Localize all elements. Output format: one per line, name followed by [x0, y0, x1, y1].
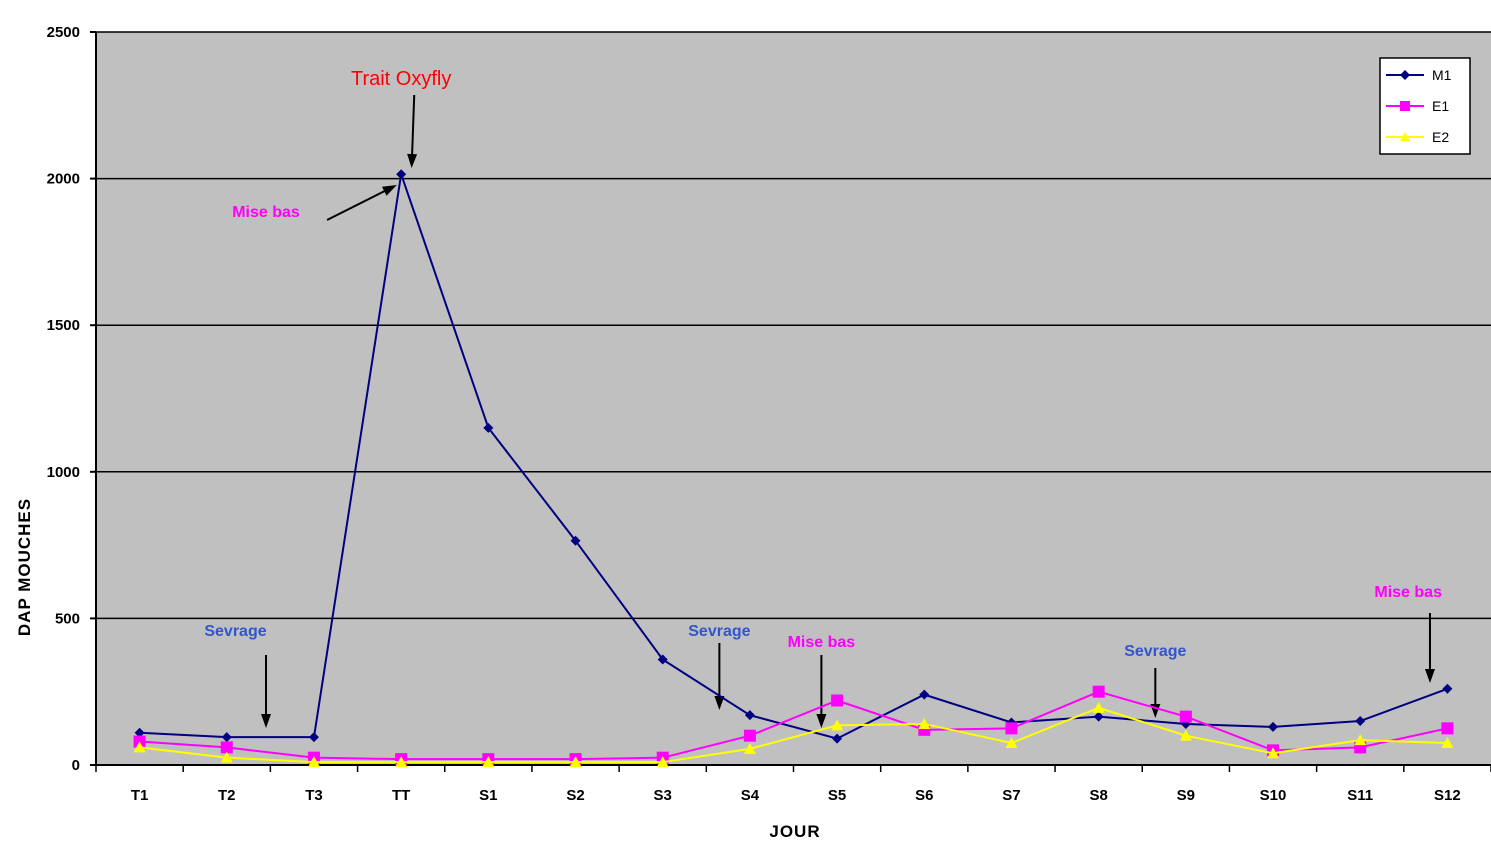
data-point: [220, 751, 233, 763]
data-point: [569, 756, 582, 768]
data-point: [831, 694, 844, 707]
x-tick-label: S4: [741, 787, 760, 804]
annotation-arrow-head: [714, 696, 725, 710]
annotation-label: Sevrage: [688, 623, 750, 640]
legend-marker: [1400, 101, 1410, 111]
annotation-label: Mise bas: [788, 634, 856, 651]
legend-item: E2: [1386, 129, 1449, 145]
x-tick-label: S12: [1434, 787, 1461, 804]
data-point: [570, 535, 581, 546]
annotation-label: Trait Oxyfly: [351, 68, 451, 90]
data-point: [308, 732, 319, 743]
x-tick-label: S11: [1347, 787, 1373, 804]
annotation-label: Sevrage: [204, 623, 266, 640]
data-point: [396, 169, 407, 180]
legend-label: E2: [1432, 129, 1449, 145]
data-point: [657, 654, 668, 665]
x-tick-label: T3: [305, 787, 323, 804]
x-tick-label: S8: [1089, 787, 1107, 804]
data-point: [395, 756, 408, 768]
y-tick-labels: 0 500 1000 1500 2000 2500: [47, 24, 80, 774]
series-line: [139, 690, 1448, 761]
data-point: [483, 422, 494, 433]
data-point: [743, 729, 756, 742]
legend-item: M1: [1386, 67, 1452, 83]
x-tick-label: TT: [392, 787, 410, 804]
data-point: [1092, 701, 1105, 713]
gridlines: [90, 31, 1491, 766]
x-tick-label: S1: [479, 787, 497, 804]
data-point: [1093, 711, 1104, 722]
x-tick-label: T2: [218, 787, 236, 804]
x-tick-label: S3: [654, 787, 672, 804]
x-axis-title: JOUR: [769, 822, 820, 841]
data-point: [307, 756, 320, 768]
legend-item: E1: [1386, 98, 1449, 114]
legend-label: E1: [1432, 98, 1449, 114]
data-point: [133, 741, 146, 753]
x-tick-label: S10: [1260, 787, 1287, 804]
data-point: [743, 742, 756, 754]
data-point: [832, 733, 843, 744]
data-point: [1355, 716, 1366, 727]
x-tick-label: S7: [1002, 787, 1020, 804]
annotations: Trait Oxyfly Mise bas Sevrage Sevrage Mise b…: [204, 68, 1442, 728]
x-tick-label: T1: [131, 787, 149, 804]
annotation-arrow: [326, 188, 389, 221]
data-point: [1441, 722, 1454, 735]
annotation-arrow-head: [816, 714, 827, 728]
data-point: [656, 756, 669, 768]
y-tick-label: 0: [72, 757, 80, 774]
annotation-label: Sevrage: [1124, 643, 1186, 660]
annotation-arrow-head: [1424, 669, 1435, 683]
annotation-arrow-head: [382, 185, 397, 196]
data-point: [744, 710, 755, 721]
legend-label: M1: [1432, 67, 1452, 83]
y-tick-label: 1500: [47, 317, 80, 334]
series-line: [139, 706, 1448, 764]
data-point: [1005, 722, 1018, 735]
annotation-label: Mise bas: [1374, 584, 1442, 601]
x-tick-label: S5: [828, 787, 846, 804]
legend-marker: [1400, 70, 1410, 80]
data-point: [1179, 710, 1192, 723]
x-tick-label: S6: [915, 787, 933, 804]
data-point: [134, 727, 145, 738]
legend-marker: [1400, 132, 1410, 141]
annotation-label: Mise bas: [232, 204, 300, 221]
legend: M1 E1 E2: [1379, 57, 1471, 155]
axes: [95, 32, 1491, 772]
annotation-arrow-head: [407, 153, 418, 168]
data-point: [1442, 683, 1453, 694]
data-point: [1179, 729, 1192, 741]
data-point: [482, 756, 495, 768]
data-point: [831, 719, 844, 731]
x-tick-label: S2: [566, 787, 584, 804]
data-point: [1268, 721, 1279, 732]
data-point: [1441, 737, 1454, 749]
data-point: [1092, 685, 1105, 698]
annotation-arrow-head: [261, 714, 272, 728]
series-line: [139, 173, 1448, 740]
y-tick-label: 1000: [47, 464, 80, 481]
data-point: [1354, 734, 1367, 746]
data-point: [221, 732, 232, 743]
y-axis-title: DAP MOUCHES: [15, 498, 34, 636]
y-tick-label: 2000: [47, 171, 80, 188]
plot-area: [96, 32, 1491, 765]
annotation-arrow: [410, 94, 416, 159]
y-tick-label: 2500: [47, 24, 80, 41]
data-point: [918, 717, 931, 729]
y-tick-label: 500: [55, 610, 80, 627]
data-point: [220, 741, 233, 754]
x-tick-label: S9: [1177, 787, 1195, 804]
x-tick-labels: T1 T2 T3 TT S1 S2 S3 S4 S5 S6 S7 S8 S9 S10 S11 S12: [131, 787, 1461, 804]
series-lines: [133, 169, 1454, 768]
series-E2: [133, 701, 1454, 768]
data-point: [1267, 747, 1280, 759]
data-point: [919, 689, 930, 700]
data-point: [1005, 737, 1018, 749]
